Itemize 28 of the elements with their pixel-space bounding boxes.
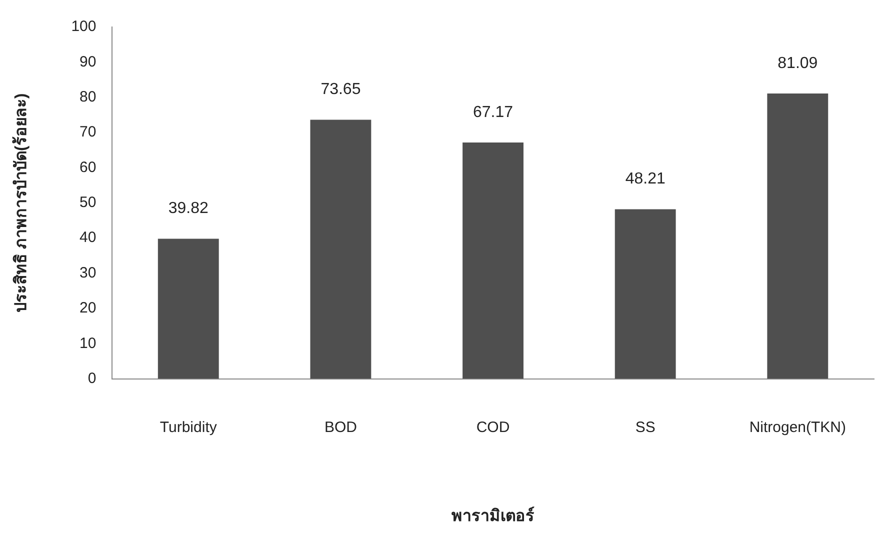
bar (614, 209, 676, 379)
bar (310, 120, 372, 379)
y-tick-label: 30 (80, 264, 96, 282)
y-tick-label: 0 (88, 370, 96, 387)
y-tick-label: 70 (80, 124, 96, 141)
x-tick-label: Turbidity (160, 418, 218, 436)
x-tick-label: Nitrogen(TKN) (749, 418, 846, 436)
y-axis-title: ประสิทธิ ภาพการบำบัด(ร้อยละ) (12, 93, 30, 312)
data-label: 39.82 (168, 200, 209, 218)
data-label: 67.17 (473, 104, 514, 121)
bar (462, 142, 524, 379)
y-tick-label: 90 (80, 53, 96, 70)
data-label: 48.21 (625, 170, 666, 188)
y-tick-label: 50 (80, 194, 96, 212)
x-tick-label: BOD (324, 418, 358, 436)
data-label: 73.65 (320, 81, 361, 98)
y-tick-label: 40 (80, 229, 96, 246)
x-tick-label: SS (635, 418, 656, 436)
x-axis-title: พารามิเตอร์ (452, 506, 535, 525)
data-label: 81.09 (778, 54, 818, 72)
y-tick-label: 100 (71, 18, 96, 36)
bar (158, 238, 219, 379)
y-tick-label: 80 (80, 88, 96, 106)
y-tick-label: 60 (80, 158, 96, 176)
bar (767, 94, 828, 379)
x-tick-label: COD (476, 418, 510, 436)
y-tick-label: 20 (80, 300, 96, 317)
y-tick-label: 10 (80, 334, 96, 352)
